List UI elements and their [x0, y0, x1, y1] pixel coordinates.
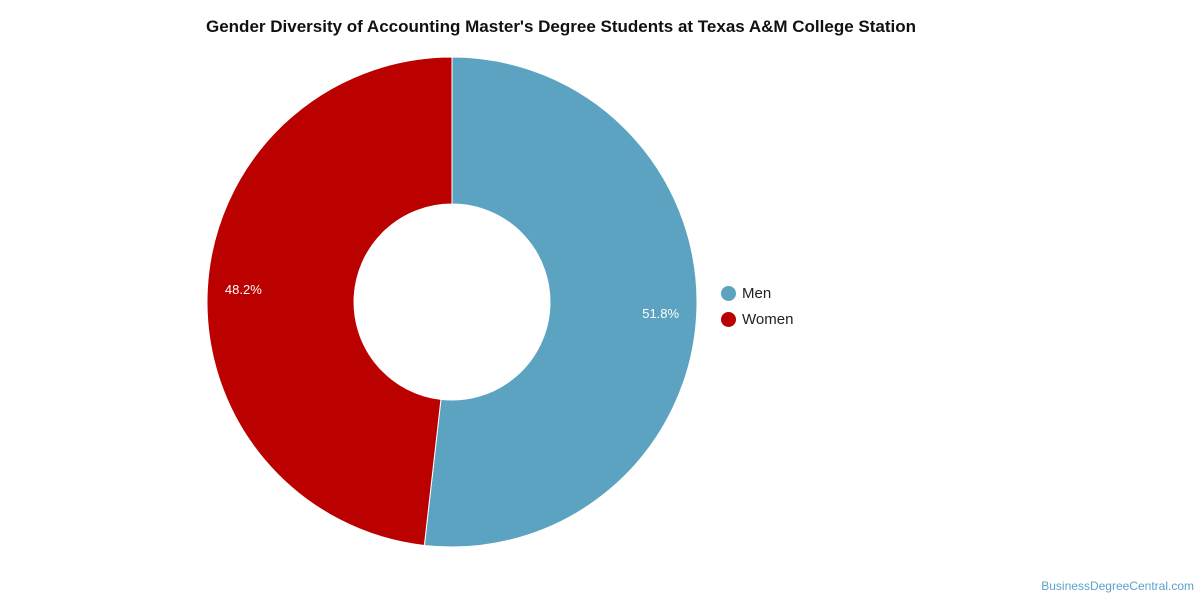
legend-swatch-women	[721, 311, 736, 327]
chart-legend: Men Women	[721, 280, 793, 332]
chart-title: Gender Diversity of Accounting Master's …	[206, 17, 917, 36]
slice-men	[423, 56, 698, 548]
legend-item-women[interactable]: Women	[721, 306, 793, 332]
slice-label-men: 51.8%	[642, 306, 679, 321]
watermark: BusinessDegreeCentral.com	[1041, 579, 1194, 593]
legend-swatch-men	[721, 285, 736, 301]
legend-label-men: Men	[742, 284, 772, 302]
slice-women	[206, 56, 453, 546]
slice-label-women: 48.2%	[225, 282, 262, 297]
legend-label-women: Women	[742, 310, 794, 328]
legend-item-men[interactable]: Men	[721, 280, 793, 306]
